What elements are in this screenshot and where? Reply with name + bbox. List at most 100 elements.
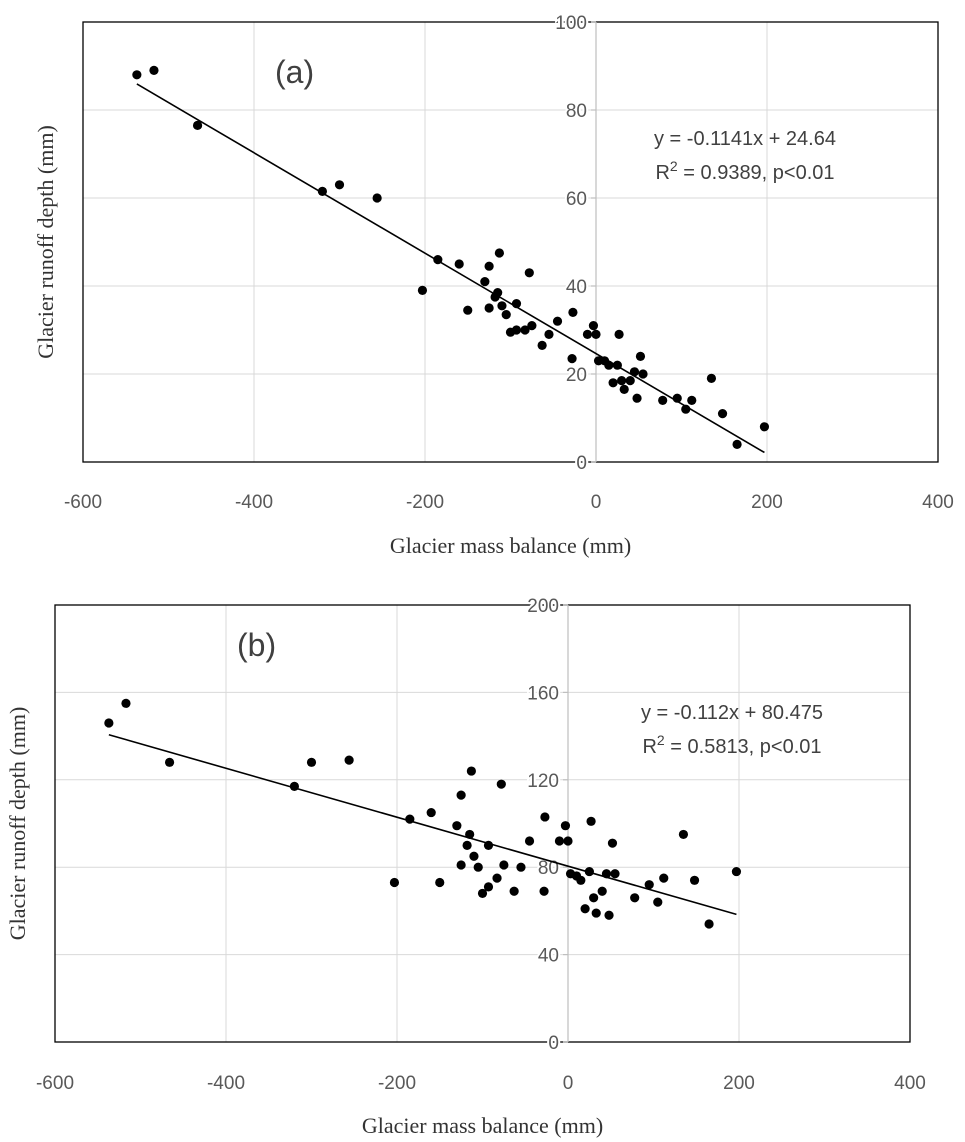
data-point <box>586 816 596 826</box>
data-point <box>524 836 535 846</box>
data-point <box>604 910 614 920</box>
data-point <box>732 439 742 449</box>
panel-label: (a) <box>275 54 314 90</box>
data-point <box>601 869 612 879</box>
r-squared-annotation: R2 = 0.5813, p<0.01 <box>642 732 821 758</box>
data-point <box>494 248 504 258</box>
x-tick-label: -200 <box>406 492 444 513</box>
y-axis-title: Glacier runoff depth (mm) <box>5 707 30 941</box>
data-point <box>644 880 654 890</box>
data-point <box>372 193 382 203</box>
y-tick-label: 20 <box>566 365 587 386</box>
data-point <box>520 325 530 335</box>
data-point <box>192 120 203 130</box>
data-point <box>632 393 642 403</box>
data-point <box>477 888 488 899</box>
data-point <box>527 321 537 331</box>
data-point <box>568 307 578 317</box>
y-tick-label: 120 <box>527 771 559 792</box>
data-point <box>619 384 629 394</box>
data-point <box>456 860 466 870</box>
data-point <box>560 821 571 831</box>
x-tick-label: -400 <box>207 1073 245 1094</box>
data-point <box>706 373 717 383</box>
data-point <box>704 919 714 929</box>
x-tick-label: 0 <box>563 1073 574 1094</box>
data-point <box>658 395 668 405</box>
y-tick-label: 0 <box>548 1033 559 1054</box>
linear-trendline <box>108 733 737 916</box>
data-point <box>499 860 509 870</box>
data-point <box>463 305 473 315</box>
y-tick-label: 80 <box>566 101 587 122</box>
data-point <box>334 180 345 190</box>
data-point <box>584 866 594 877</box>
data-point <box>121 698 131 708</box>
x-tick-label: 200 <box>751 492 783 513</box>
data-point <box>554 836 565 846</box>
data-point <box>492 873 502 883</box>
data-point <box>480 277 490 287</box>
x-tick-label: -200 <box>378 1073 416 1094</box>
data-point <box>164 757 175 767</box>
x-tick-label: 200 <box>723 1073 755 1094</box>
plot-area-frame <box>54 604 911 1043</box>
data-point <box>576 875 586 885</box>
y-tick-label: 40 <box>538 946 559 967</box>
data-point <box>483 840 494 850</box>
data-point <box>608 378 618 388</box>
regression-equation: y = -0.112x + 80.475 <box>641 702 823 724</box>
linear-trendline <box>136 83 765 454</box>
r-squared-annotation: R2 = 0.9389, p<0.01 <box>655 158 834 184</box>
data-point <box>635 351 646 361</box>
data-point <box>539 886 549 896</box>
data-point <box>537 340 547 350</box>
data-point <box>629 367 640 377</box>
data-point <box>132 70 142 80</box>
data-point <box>104 718 114 728</box>
data-point <box>625 376 635 386</box>
data-point <box>456 790 466 800</box>
data-point <box>689 875 700 885</box>
data-point <box>544 329 554 339</box>
data-point <box>672 393 682 403</box>
data-point <box>653 897 663 907</box>
data-point <box>511 299 522 309</box>
x-axis-title: Glacier mass balance (mm) <box>390 533 631 558</box>
data-point <box>630 893 640 903</box>
data-point <box>731 866 742 877</box>
data-point <box>501 310 511 320</box>
data-point <box>149 65 159 75</box>
y-tick-label: 160 <box>527 683 559 704</box>
data-point <box>433 255 443 265</box>
data-point <box>496 779 506 789</box>
data-point <box>678 829 689 840</box>
data-point <box>759 422 770 432</box>
x-tick-label: 400 <box>894 1073 926 1094</box>
data-point <box>614 329 624 339</box>
data-point <box>497 301 507 311</box>
plot-area-frame <box>82 21 939 463</box>
data-point <box>344 755 354 765</box>
data-point <box>417 285 428 295</box>
data-point <box>483 882 494 892</box>
data-point <box>509 886 519 896</box>
panel-label: (b) <box>237 627 276 663</box>
data-point <box>597 886 607 896</box>
data-point <box>612 360 622 370</box>
data-point <box>638 369 648 379</box>
data-point <box>289 781 299 791</box>
x-tick-label: -400 <box>235 492 273 513</box>
data-point <box>452 821 462 831</box>
x-tick-label: -600 <box>64 492 102 513</box>
y-axis-title: Glacier runoff depth (mm) <box>33 125 58 359</box>
regression-equation: y = -0.1141x + 24.64 <box>654 128 836 150</box>
data-point <box>473 862 483 872</box>
data-point <box>659 873 669 883</box>
x-tick-label: -600 <box>36 1073 74 1094</box>
y-tick-label: 60 <box>566 189 587 210</box>
data-point <box>465 829 475 840</box>
data-point <box>454 259 464 269</box>
